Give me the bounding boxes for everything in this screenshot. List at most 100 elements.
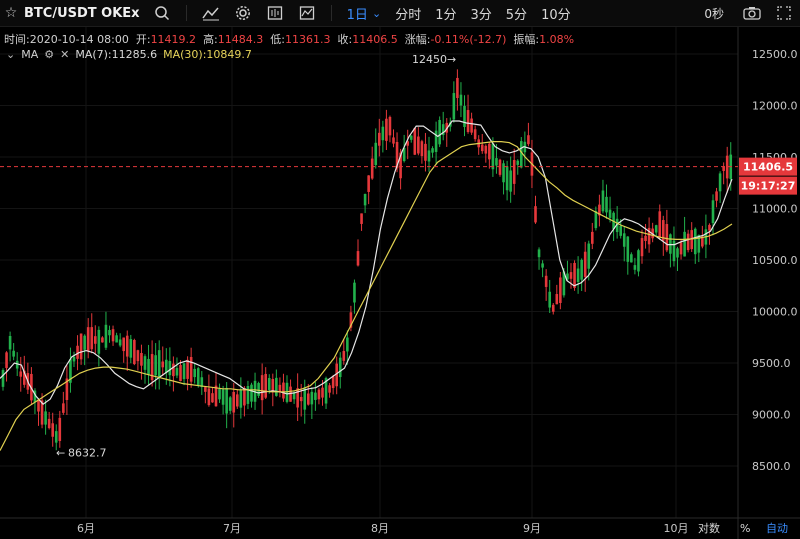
close-icon[interactable]: ✕ (60, 48, 70, 61)
ma7-value: MA(7):11285.6 (75, 48, 158, 61)
candle-body (129, 339, 133, 358)
candle-body (456, 77, 459, 99)
candle-body (711, 200, 715, 224)
candle-body (278, 384, 282, 393)
candle-body (118, 339, 122, 346)
candle-body (211, 393, 214, 403)
candle-body (79, 333, 83, 360)
candle-body (54, 431, 58, 443)
candle-body (466, 110, 470, 132)
candle-body (335, 363, 338, 387)
symbol-label[interactable]: BTC/USDT OKEx (24, 5, 140, 21)
star-icon[interactable]: ☆ (4, 5, 18, 21)
candle-body (495, 158, 498, 166)
candle-body (395, 142, 399, 169)
candle-body (438, 119, 441, 145)
candle-body (516, 160, 520, 165)
y-tick-label: 12000.0 (752, 100, 798, 113)
candle-body (697, 234, 701, 253)
low-arrow-icon: ← (56, 446, 65, 459)
candle-body (8, 335, 12, 350)
candle-body (569, 272, 573, 279)
interval-1m[interactable]: 1分 (435, 7, 457, 23)
indicator-icon[interactable] (195, 0, 227, 26)
y-tick-label: 10500.0 (752, 254, 798, 267)
candle-body (94, 336, 97, 344)
countdown-tag-bg (739, 176, 797, 195)
candle-body (200, 377, 204, 388)
candle-body (544, 275, 548, 287)
candle-body (182, 363, 186, 380)
last-price-tag-bg (739, 157, 797, 176)
candle-body (470, 118, 473, 133)
candle-body (708, 224, 711, 231)
candle-body (654, 225, 658, 233)
camera-icon[interactable] (736, 0, 768, 26)
candle-body (221, 389, 225, 405)
compare-chart-icon[interactable] (291, 0, 323, 26)
candle-body (19, 371, 23, 377)
settings-gear-icon[interactable] (227, 0, 259, 26)
period-high-label: 12450 (412, 53, 447, 66)
toolbar-divider (330, 5, 332, 21)
candle-body (679, 242, 683, 255)
change-value: -0.11%(-12.7) (430, 33, 507, 46)
close-label: 收: (337, 33, 353, 46)
candle-body (282, 382, 285, 399)
interval-timeshare[interactable]: 分时 (395, 7, 422, 23)
candle-body (314, 392, 317, 400)
candle-body (484, 145, 488, 154)
x-tick-label: 10月 (664, 522, 689, 535)
last-price-tag: 11406.5 (743, 161, 793, 174)
candle-body (317, 389, 321, 400)
candle-body (424, 143, 427, 161)
candle-body (40, 400, 44, 425)
candle-body (725, 155, 729, 179)
candle-body (179, 365, 182, 382)
indicator-settings-icon[interactable]: ⚙ (44, 48, 55, 61)
candle-body (427, 150, 431, 162)
chevron-down-icon: ⌄ (371, 6, 382, 20)
candle-countdown-tag: 19:17:27 (741, 180, 796, 193)
candle-body (520, 141, 523, 168)
candle-body (658, 211, 662, 238)
auto-scale-toggle[interactable]: 自动 (766, 522, 788, 535)
candle-body (324, 378, 328, 404)
fullscreen-icon[interactable] (768, 0, 800, 26)
search-icon[interactable] (146, 0, 178, 26)
collapse-chevron-icon[interactable]: ⌄ (6, 48, 16, 61)
candle-body (172, 363, 175, 377)
candle-body (640, 238, 644, 257)
candle-body (527, 135, 530, 145)
interval-3m[interactable]: 3分 (470, 7, 492, 23)
candle-body (690, 230, 693, 250)
interval-1d[interactable]: 1日 ⌄ (346, 6, 382, 23)
candle-body (615, 218, 619, 233)
log-scale-toggle[interactable]: 对数 (698, 521, 720, 535)
high-label: 高: (203, 33, 218, 46)
period-low-label: 8632.7 (68, 446, 107, 459)
ma30-line (0, 141, 733, 451)
interval-10m[interactable]: 10分 (541, 7, 571, 23)
percent-scale-toggle[interactable]: % (740, 522, 750, 535)
candle-body (473, 129, 477, 140)
interval-5m[interactable]: 5分 (505, 7, 528, 23)
x-tick-label: 8月 (371, 522, 389, 535)
candle-body (186, 359, 189, 379)
y-tick-label: 8500.0 (752, 460, 791, 473)
chart-template-icon[interactable] (259, 0, 291, 26)
candle-body (459, 94, 463, 106)
candle-body (374, 142, 378, 166)
candle-body (161, 361, 165, 368)
candle-body (338, 357, 342, 378)
candle-body (44, 411, 47, 425)
candle-body (125, 335, 129, 357)
candle-body (23, 370, 26, 385)
ma-indicator-label: MA (21, 48, 39, 61)
candle-body (310, 391, 314, 405)
candle-body (101, 337, 104, 343)
candle-body (12, 350, 15, 357)
amplitude-label: 振幅: (513, 33, 540, 46)
candle-body (204, 387, 207, 392)
